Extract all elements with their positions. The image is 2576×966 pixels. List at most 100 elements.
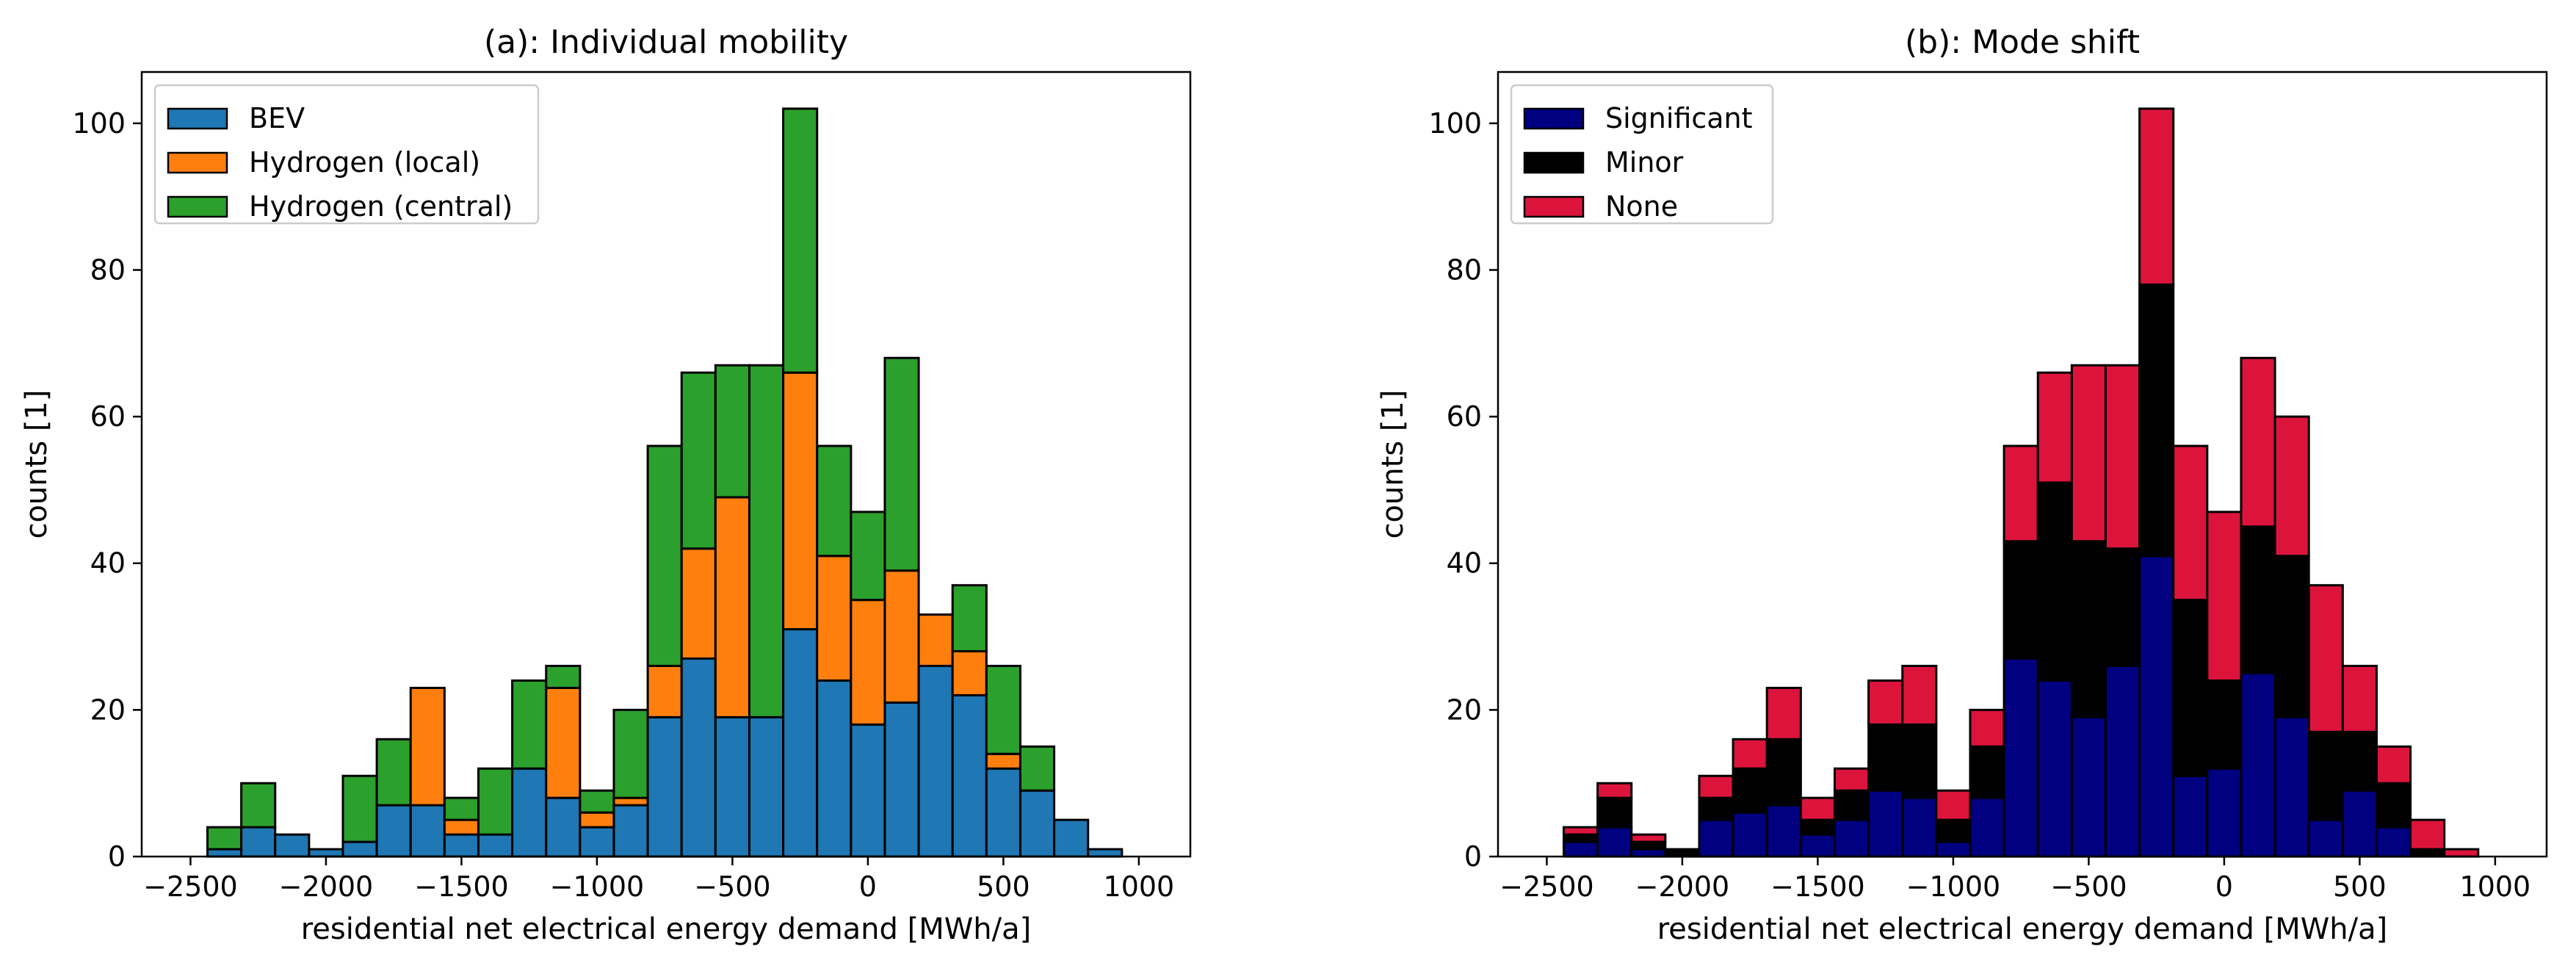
bar-significant-bin-6 [1765, 804, 1802, 858]
bar-significant-bin-18 [2172, 774, 2209, 858]
x-tick-label: 0 [2215, 871, 2233, 903]
bar-bev-bin-18 [816, 679, 853, 858]
bar-bev-bin-21 [917, 664, 954, 858]
x-tick-label: 500 [977, 871, 1030, 903]
bar-significant-bin-8 [1833, 818, 1870, 858]
bar-hydrogen-local-bin-22 [951, 650, 988, 696]
bar-minor-bin-14 [2036, 481, 2073, 682]
bar-significant-bin-10 [1901, 796, 1938, 858]
bar-bev-bin-17 [782, 628, 819, 858]
bar-hydrogen-central-bin-9 [511, 679, 548, 770]
bar-none-bin-12 [1969, 708, 2005, 748]
bar-minor-bin-22 [2307, 730, 2344, 821]
bar-none-bin-24 [2375, 745, 2412, 785]
bar-significant-bin-5 [1732, 811, 1768, 858]
bar-hydrogen-central-bin-10 [545, 664, 582, 689]
x-tick-label: −500 [2050, 871, 2127, 903]
bar-minor-bin-15 [2070, 540, 2107, 718]
bar-hydrogen-central-bin-16 [748, 364, 785, 718]
legend-label: Hydrogen (central) [249, 190, 513, 223]
bar-minor-bin-4 [1698, 796, 1734, 821]
bar-bev-bin-26 [1087, 848, 1124, 858]
bar-hydrogen-central-bin-19 [850, 511, 886, 602]
bar-significant-bin-20 [2240, 671, 2276, 858]
bar-significant-bin-14 [2036, 679, 2073, 858]
bars [206, 107, 1124, 858]
chart-panel-a: −2500 −2000 −1500 −1000 −500 0 500 1000 0 20 40 60 8… [20, 24, 1192, 946]
x-tick-label: −1500 [414, 871, 509, 903]
bar-significant-bin-1 [1596, 826, 1633, 858]
bar-hydrogen-local-bin-6 [409, 686, 446, 807]
bar-hydrogen-local-bin-14 [680, 547, 717, 660]
chart-panel-b: −2500 −2000 −1500 −1000 −500 0 500 1000 0 20 40 60 8… [1376, 24, 2548, 946]
legend-label: BEV [249, 102, 305, 134]
x-axis-label: residential net electrical energy demand… [1657, 912, 2388, 946]
bar-bev-bin-13 [646, 716, 683, 858]
bar-none-bin-13 [2002, 444, 2039, 543]
y-tick-label: 0 [1464, 840, 1482, 873]
bar-hydrogen-local-bin-19 [850, 599, 886, 726]
bar-bev-bin-25 [1053, 818, 1090, 858]
bar-minor-bin-19 [2206, 679, 2243, 770]
y-tick-label: 80 [1447, 253, 1482, 286]
bar-none-bin-26 [2443, 848, 2480, 858]
y-axis-label: counts [1] [1376, 389, 1410, 538]
bar-minor-bin-16 [2104, 547, 2141, 667]
bar-significant-bin-16 [2104, 664, 2141, 858]
bar-hydrogen-local-bin-18 [816, 555, 853, 682]
bar-minor-bin-5 [1732, 767, 1768, 814]
bar-bev-bin-5 [375, 804, 412, 858]
x-tick-label: −2000 [279, 871, 374, 903]
bar-hydrogen-central-bin-14 [680, 371, 717, 550]
y-tick-label: 80 [90, 253, 126, 286]
y-tick-label: 20 [90, 693, 126, 726]
x-tick-label: 1000 [1104, 871, 1175, 903]
bar-hydrogen-local-bin-21 [917, 613, 954, 667]
legend-swatch [1523, 151, 1585, 174]
bar-none-bin-15 [2070, 364, 2107, 543]
bar-none-bin-8 [1833, 767, 1870, 792]
x-tick-label: −2000 [1635, 871, 1730, 903]
bar-significant-bin-13 [2002, 657, 2039, 858]
bar-bev-bin-1 [240, 826, 277, 858]
bar-significant-bin-23 [2341, 789, 2378, 858]
bar-hydrogen-local-bin-15 [714, 496, 750, 718]
bar-hydrogen-local-bin-20 [883, 569, 920, 704]
x-tick-label: −1500 [1770, 871, 1865, 903]
legend-label: Hydrogen (local) [249, 146, 480, 179]
x-tick-label: −2500 [1499, 871, 1594, 903]
bar-minor-bin-21 [2273, 555, 2310, 718]
x-axis-label: residential net electrical energy demand… [301, 912, 1032, 946]
y-tick-label: 20 [1447, 693, 1482, 726]
bar-minor-bin-6 [1765, 738, 1802, 807]
legend: BEV Hydrogen (local) Hydrogen (central) [153, 84, 540, 225]
bar-bev-bin-4 [341, 840, 378, 858]
axes-frame [1497, 71, 2548, 858]
bar-hydrogen-local-bin-17 [782, 371, 819, 631]
bar-minor-bin-10 [1901, 723, 1938, 799]
bar-none-bin-5 [1732, 738, 1768, 770]
bar-significant-bin-4 [1698, 818, 1734, 858]
bar-none-bin-16 [2104, 364, 2141, 550]
bar-bev-bin-7 [443, 833, 480, 858]
legend-swatch [167, 151, 228, 174]
bar-none-bin-18 [2172, 444, 2209, 602]
bar-none-bin-6 [1765, 686, 1802, 740]
y-tick-label: 0 [108, 840, 126, 873]
bar-bev-bin-9 [511, 767, 548, 858]
bar-bev-bin-19 [850, 723, 886, 858]
bar-significant-bin-19 [2206, 767, 2243, 858]
bar-minor-bin-7 [1799, 818, 1836, 836]
bar-hydrogen-local-bin-13 [646, 664, 683, 718]
bar-hydrogen-local-bin-23 [985, 752, 1021, 770]
bar-hydrogen-central-bin-24 [1019, 745, 1056, 792]
bar-minor-bin-3 [1664, 848, 1701, 858]
y-tick-label: 60 [90, 400, 126, 433]
bar-none-bin-9 [1867, 679, 1904, 726]
bar-significant-bin-24 [2375, 826, 2412, 858]
bar-none-bin-19 [2206, 511, 2243, 682]
bar-none-bin-0 [1562, 826, 1599, 836]
bar-none-bin-14 [2036, 371, 2073, 484]
x-tick-label: −1000 [550, 871, 645, 903]
bar-none-bin-10 [1901, 664, 1938, 726]
